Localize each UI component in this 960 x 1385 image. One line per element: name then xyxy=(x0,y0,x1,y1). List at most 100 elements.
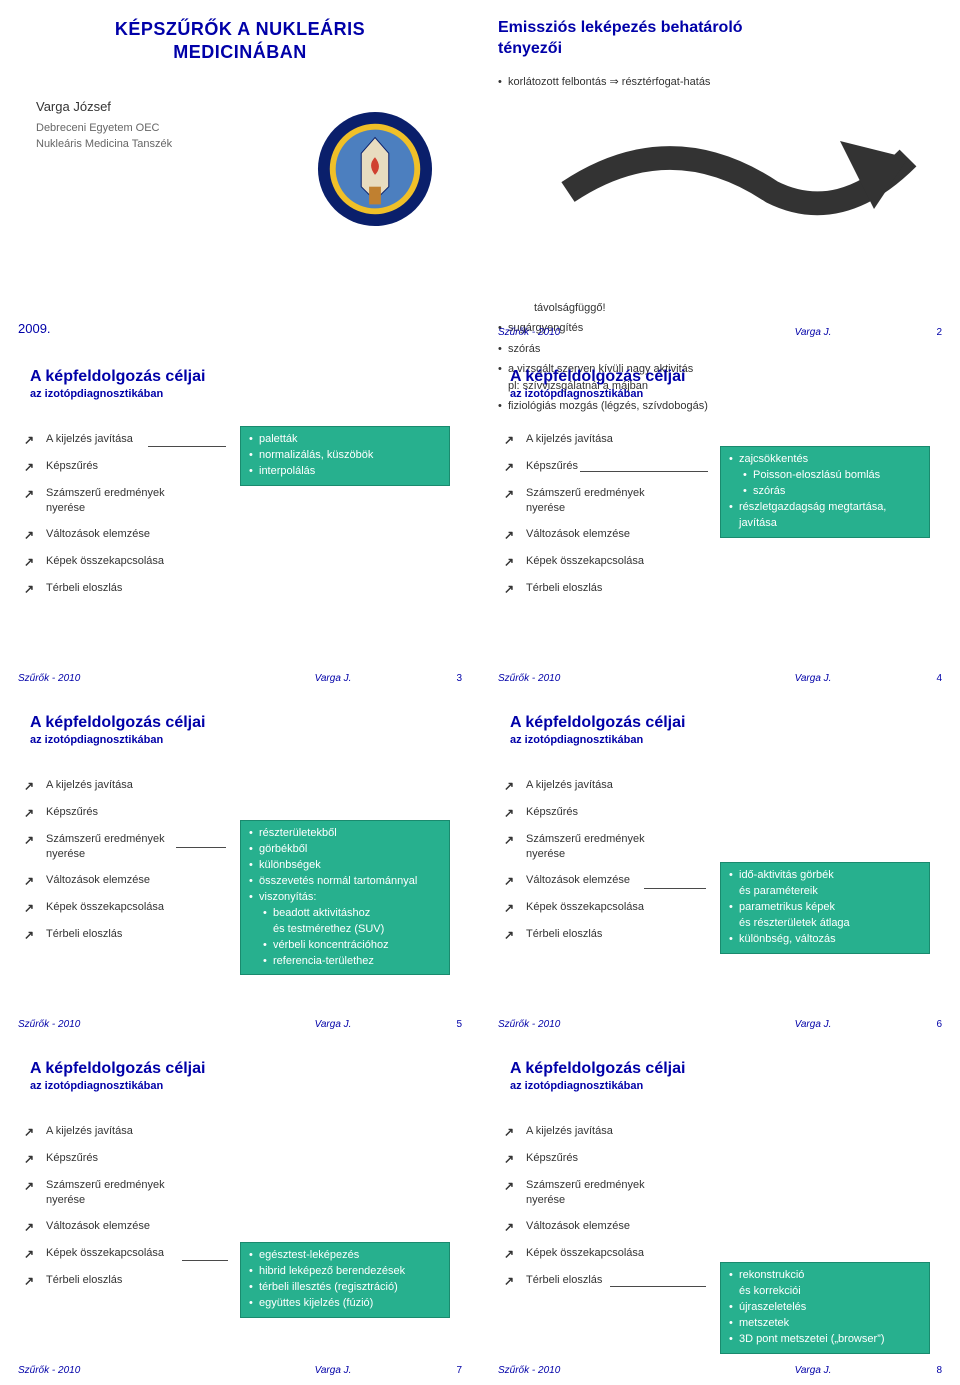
section-title: A képfeldolgozás céljai xyxy=(30,368,462,386)
slide-goals-quant: A képfeldolgozás céljai az izotópdiagnos… xyxy=(0,692,480,1038)
connector-line xyxy=(644,888,706,889)
slide-footer: Szűrők - 2010 Varga J. 3 xyxy=(18,673,462,684)
content-columns: A kijelzés javítása Képszűrés Számszerű … xyxy=(24,778,462,975)
footer-center: Varga J. xyxy=(228,1019,438,1030)
factors-title-line1: Emissziós leképezés behatároló xyxy=(498,19,743,36)
list-item: Változások elemzése xyxy=(24,1219,222,1234)
slide-goals-changes: A képfeldolgozás céljai az izotópdiagnos… xyxy=(480,692,960,1038)
callout-item: beadott aktivitáshoz és testmérethez (SU… xyxy=(249,906,441,938)
footer-left: Szűrők - 2010 xyxy=(498,327,708,338)
slide-footer: Szűrők - 2010 Varga J. 4 xyxy=(498,673,942,684)
main-title: KÉPSZŰRŐK A NUKLEÁRIS MEDICINÁBAN xyxy=(18,18,462,65)
connector-line xyxy=(176,847,226,848)
factors-title-line2: tényezői xyxy=(498,40,562,57)
connector-line xyxy=(610,1286,706,1287)
section-title: A képfeldolgozás céljai xyxy=(510,714,942,732)
list-item: Számszerű eredmények nyerése xyxy=(24,486,222,516)
slide-title: KÉPSZŰRŐK A NUKLEÁRIS MEDICINÁBAN Varga … xyxy=(0,0,480,346)
slides-grid: KÉPSZŰRŐK A NUKLEÁRIS MEDICINÁBAN Varga … xyxy=(0,0,960,1384)
footer-left: Szűrők - 2010 xyxy=(498,1365,708,1376)
slide-footer: Szűrők - 2010 Varga J. 5 xyxy=(18,1019,462,1030)
list-item: Változások elemzése xyxy=(504,1219,702,1234)
section-title: A képfeldolgozás céljai xyxy=(510,1060,942,1078)
section-subtitle: az izotópdiagnosztikában xyxy=(30,734,462,746)
footer-left: Szűrők - 2010 xyxy=(18,673,228,684)
title-line1: KÉPSZŰRŐK A NUKLEÁRIS xyxy=(115,19,365,39)
list-item: Számszerű eredmények nyerése xyxy=(504,486,702,516)
footer-page: 5 xyxy=(438,1019,462,1030)
list-item: Változások elemzése xyxy=(24,527,222,542)
slide-footer: Szűrők - 2010 Varga J. 6 xyxy=(498,1019,942,1030)
callout-item: szórás xyxy=(729,484,921,500)
callout-item: részterületekből xyxy=(249,826,441,842)
footer-center: Varga J. xyxy=(708,327,918,338)
footer-page: 2 xyxy=(918,327,942,338)
factor-resolution: korlátozott felbontás ⇒ résztérfogat-hat… xyxy=(508,76,710,88)
list-item: Számszerű eredmények nyerése xyxy=(504,832,702,862)
list-item: Számszerű eredmények nyerése xyxy=(24,1178,222,1208)
callout-item: zajcsökkentés xyxy=(729,452,921,468)
list-item: Térbeli eloszlás xyxy=(504,581,702,596)
university-seal-icon xyxy=(316,110,434,228)
year-label: 2009. xyxy=(18,321,51,336)
slide-footer: Szűrők - 2010 Varga J. 7 xyxy=(18,1365,462,1376)
slide-goals-spatial: A képfeldolgozás céljai az izotópdiagnos… xyxy=(480,1038,960,1384)
list-item: Képek összekapcsolása xyxy=(24,1246,222,1261)
connector-line xyxy=(182,1260,228,1261)
footer-page: 3 xyxy=(438,673,462,684)
footer-center: Varga J. xyxy=(228,1365,438,1376)
implication-arrow-icon xyxy=(534,90,942,294)
list-item: Képek összekapcsolása xyxy=(504,900,702,915)
footer-center: Varga J. xyxy=(708,673,918,684)
list-item: Térbeli eloszlás xyxy=(24,927,222,942)
list-item: Változások elemzése xyxy=(504,527,702,542)
callout-item: idő-aktivitás görbék és paramétereik xyxy=(729,868,921,900)
callout-item: térbeli illesztés (regisztráció) xyxy=(249,1280,441,1296)
section-subtitle: az izotópdiagnosztikában xyxy=(30,1080,462,1092)
title-line2: MEDICINÁBAN xyxy=(173,42,307,62)
slide-goals-registration: A képfeldolgozás céljai az izotópdiagnos… xyxy=(0,1038,480,1384)
content-columns: A kijelzés javítása Képszűrés Számszerű … xyxy=(504,1124,942,1354)
list-item: Számszerű eredmények nyerése xyxy=(504,1178,702,1208)
content-columns: A kijelzés javítása Képszűrés Számszerű … xyxy=(504,432,942,608)
callout-item: görbékből xyxy=(249,842,441,858)
callout-item: Poisson-eloszlású bomlás xyxy=(729,468,921,484)
factor-resolution-sub: távolságfüggő! xyxy=(534,302,606,314)
footer-center: Varga J. xyxy=(708,1019,918,1030)
list-item: Képszűrés xyxy=(504,1151,702,1166)
goals-list: A kijelzés javítása Képszűrés Számszerű … xyxy=(24,432,222,596)
callout-quant: részterületekből görbékből különbségek ö… xyxy=(240,820,450,975)
list-item: Térbeli eloszlás xyxy=(504,927,702,942)
section-title: A képfeldolgozás céljai xyxy=(30,714,462,732)
list-item: A kijelzés javítása xyxy=(24,778,222,793)
list-item: Képek összekapcsolása xyxy=(504,1246,702,1261)
callout-item: különbségek xyxy=(249,858,441,874)
list-item: Változások elemzése xyxy=(24,873,222,888)
list-item: A kijelzés javítása xyxy=(504,1124,702,1139)
callout-item: hibrid leképező berendezések xyxy=(249,1264,441,1280)
section-subtitle: az izotópdiagnosztikában xyxy=(30,388,462,400)
list-item: Változások elemzése xyxy=(504,873,702,888)
callout-item: együttes kijelzés (fúzió) xyxy=(249,1296,441,1312)
callout-item: viszonyítás: xyxy=(249,890,441,906)
list-item: A kijelzés javítása xyxy=(504,778,702,793)
goals-list: A kijelzés javítása Képszűrés Számszerű … xyxy=(504,1124,702,1288)
list-item: Képszűrés xyxy=(24,459,222,474)
goals-list: A kijelzés javítása Képszűrés Számszerű … xyxy=(24,1124,222,1288)
list-item: A kijelzés javítása xyxy=(504,432,702,447)
section-subtitle: az izotópdiagnosztikában xyxy=(510,388,942,400)
callout-item: vérbeli koncentrációhoz xyxy=(249,938,441,954)
list-item: Térbeli eloszlás xyxy=(24,581,222,596)
footer-page: 6 xyxy=(918,1019,942,1030)
callout-item: különbség, változás xyxy=(729,932,921,948)
list-item: távolságfüggő! xyxy=(534,90,942,316)
list-item: korlátozott felbontás ⇒ résztérfogat-hat… xyxy=(498,74,942,317)
footer-page: 7 xyxy=(438,1365,462,1376)
slide-footer: Szűrők - 2010 Varga J. 2 xyxy=(498,327,942,338)
list-item: Képszűrés xyxy=(24,805,222,820)
footer-center: Varga J. xyxy=(708,1365,918,1376)
footer-left: Szűrők - 2010 xyxy=(498,1019,708,1030)
callout-item: referencia-területhez xyxy=(249,954,441,970)
callout-item: 3D pont metszetei („browser”) xyxy=(729,1332,921,1348)
slide-footer: Szűrők - 2010 Varga J. 8 xyxy=(498,1365,942,1376)
